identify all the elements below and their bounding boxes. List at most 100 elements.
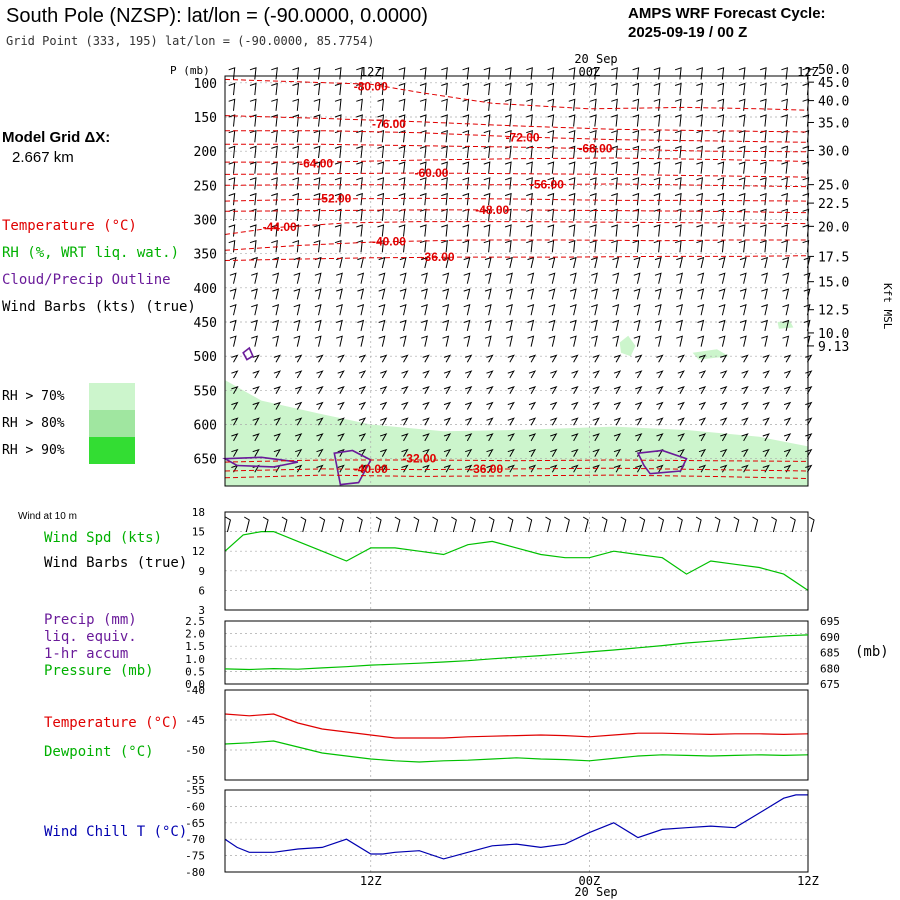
- wind-barb: [633, 319, 641, 332]
- wind-chill-label: Wind Chill T (°C): [44, 824, 187, 840]
- wind-barb: [419, 177, 427, 190]
- panel-ytick: -75: [185, 850, 205, 863]
- wind-barb: [653, 82, 661, 96]
- surface-wind-barb: [413, 516, 420, 533]
- wind-barb: [398, 208, 406, 221]
- wind-speed-label: Wind Spd (kts): [44, 530, 162, 546]
- wind-barb: [271, 67, 278, 80]
- panel-ytick: -80: [185, 866, 205, 879]
- wind-barb: [313, 129, 321, 143]
- wind-barb: [571, 370, 579, 379]
- wind-barb: [252, 354, 260, 363]
- wind-barb: [720, 433, 728, 442]
- wind-barb: [632, 82, 640, 96]
- wind-barb: [358, 417, 367, 426]
- temperature-contour-label: -36.00: [469, 462, 503, 476]
- wind-barb: [632, 239, 640, 253]
- wind-barb: [506, 256, 513, 269]
- wind-barb: [336, 256, 343, 269]
- wind-barb: [611, 114, 618, 127]
- wind-barb: [568, 129, 576, 143]
- wind-barb: [251, 304, 258, 316]
- wind-barb: [441, 67, 448, 80]
- pressure-tick: 250: [194, 179, 217, 194]
- surface-wind-barb: [676, 516, 683, 533]
- wind-barb: [761, 319, 768, 332]
- wind-barb: [782, 272, 790, 284]
- wind-barb: [231, 401, 239, 410]
- rh-region: [777, 320, 794, 329]
- wind-barb: [401, 417, 409, 426]
- wind-barb: [781, 192, 788, 206]
- pressure-tick: 350: [194, 248, 217, 263]
- wind-barb: [421, 335, 428, 347]
- wind-barb: [271, 82, 278, 96]
- wind-barb: [527, 256, 535, 269]
- pressure-axis-label: P (mb): [170, 64, 210, 77]
- wind-barb: [421, 304, 428, 316]
- wind-barb: [741, 464, 749, 473]
- cross-section-frame: [224, 75, 809, 487]
- wind-barb: [251, 272, 258, 284]
- temperature-contour: [224, 172, 809, 178]
- wind-barb: [273, 386, 281, 395]
- wind-barb: [314, 272, 322, 284]
- wind-barb: [422, 386, 430, 395]
- wind-barb: [739, 288, 747, 300]
- wind-barb: [421, 272, 428, 284]
- wind-barb: [506, 335, 513, 347]
- wind-barb: [380, 464, 388, 473]
- height-tick: 30.0: [818, 144, 849, 159]
- surface-wind-barb: [789, 516, 796, 533]
- wind-barb: [378, 272, 386, 284]
- wind-barb: [336, 272, 343, 284]
- wind-barb: [293, 288, 301, 300]
- wind-barb: [228, 129, 236, 143]
- wind-barb: [528, 448, 537, 457]
- temperature-contour: [224, 239, 808, 251]
- surface-wind-barb: [658, 516, 665, 533]
- wind-barb: [486, 464, 494, 473]
- height-tick: 10.0: [818, 327, 849, 342]
- wind-barb: [568, 239, 576, 253]
- wind-barb: [358, 448, 367, 457]
- wind-barb: [463, 335, 471, 347]
- wind-barb: [314, 335, 322, 347]
- dewpoint-line: [224, 740, 809, 763]
- wind-barb: [483, 239, 491, 253]
- wind-barb: [738, 192, 746, 206]
- wind-barb: [228, 239, 236, 253]
- wind-barb: [548, 272, 556, 284]
- wind-barb: [462, 82, 470, 96]
- wind-barb: [717, 208, 725, 221]
- surface-wind-barb: [582, 516, 589, 533]
- wind-barb: [443, 464, 452, 473]
- wind-barb: [741, 433, 749, 442]
- wind-barb: [781, 177, 788, 190]
- wind-barb: [739, 304, 747, 316]
- surface-wind-barb: [695, 516, 702, 533]
- wind-barb: [589, 98, 597, 111]
- wind-barb: [231, 370, 239, 379]
- wind-barb: [313, 224, 321, 237]
- wind-barb: [592, 417, 600, 426]
- wind-barb: [271, 177, 278, 190]
- wind-barb: [738, 114, 746, 127]
- wind-barb: [313, 145, 321, 159]
- wind-barb: [781, 114, 788, 127]
- wind-barb: [569, 335, 577, 347]
- wind-barb: [635, 370, 643, 379]
- wind-barb: [336, 335, 343, 347]
- wind-barb: [251, 335, 258, 347]
- wind-barb: [380, 354, 388, 363]
- wind-barb: [718, 288, 726, 300]
- wind-barb: [465, 464, 473, 473]
- wind-barb: [295, 417, 303, 426]
- wind-barb: [504, 161, 512, 174]
- wind-barb: [762, 417, 770, 426]
- wind-barb: [635, 417, 643, 426]
- wind-barb: [419, 208, 427, 221]
- wind-barb: [313, 82, 321, 96]
- wind-barb: [635, 401, 643, 410]
- wind-barb: [526, 82, 533, 96]
